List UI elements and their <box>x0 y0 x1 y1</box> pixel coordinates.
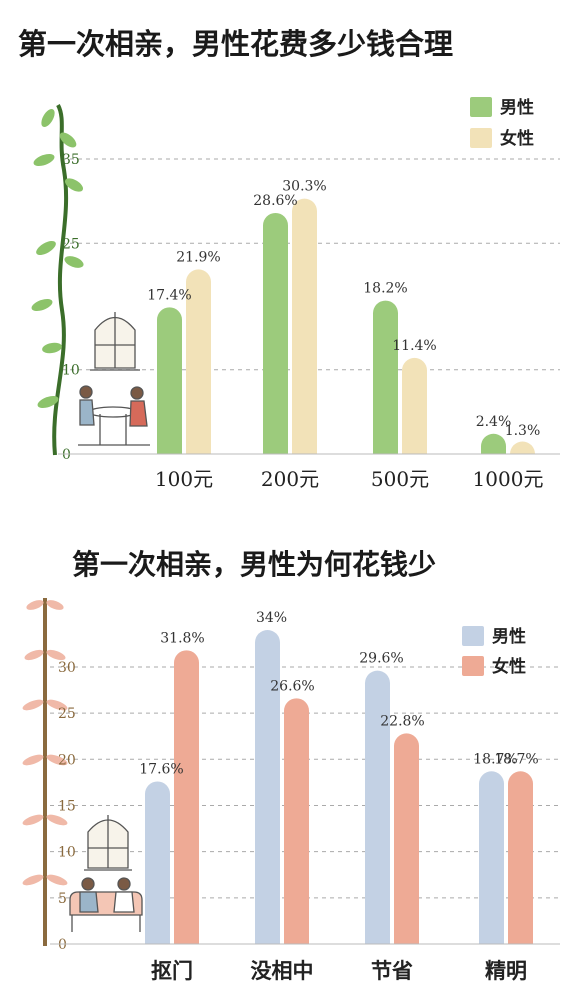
pole-decoration <box>22 598 68 946</box>
data-label: 18.2% <box>363 281 407 297</box>
bar-female <box>292 198 317 454</box>
y-tick-label: 10 <box>58 845 76 861</box>
couple-dining-illustration <box>78 312 150 446</box>
y-tick-label: 25 <box>62 236 80 252</box>
data-label: 28.6% <box>253 193 297 209</box>
category-label: 精明 <box>485 959 527 983</box>
data-label: 29.6% <box>359 651 403 667</box>
chart1-value-labels: 17.4% 21.9% 28.6%30.3% 18.2% 11.4% 2.4%1.3% <box>147 179 540 439</box>
data-label: 1.3% <box>505 423 541 439</box>
y-tick-label: 10 <box>62 363 80 379</box>
y-tick-label: 15 <box>58 798 76 814</box>
data-label: 22.8% <box>380 713 424 729</box>
category-label: 抠门 <box>151 959 193 983</box>
chart1-bars <box>157 198 535 454</box>
category-label: 500元 <box>371 467 429 491</box>
category-label: 200元 <box>261 467 319 491</box>
chart2-legend-swatch-male <box>462 626 484 646</box>
bar-male <box>145 781 170 944</box>
data-label: 34% <box>256 610 287 626</box>
category-label: 没相中 <box>251 959 314 983</box>
y-tick-label: 20 <box>58 752 76 768</box>
chart1-y-tick-labels: 0 10 25 35 <box>62 152 80 463</box>
chart2-title: 第一次相亲，男性为何花钱少 <box>72 548 436 581</box>
bar-female <box>510 441 535 454</box>
bar-female <box>508 771 533 944</box>
chart1-legend-male: 男性 <box>500 97 534 118</box>
data-label: 11.4% <box>392 338 436 354</box>
bar-male <box>373 300 398 454</box>
data-label: 26.6% <box>270 678 314 694</box>
y-tick-label: 5 <box>58 891 67 907</box>
bar-female <box>402 357 427 454</box>
chart2-y-tick-labels: 0 5 10 15 20 25 30 <box>58 660 76 953</box>
y-tick-label: 30 <box>58 660 76 676</box>
data-label: 30.3% <box>282 179 326 195</box>
chart1-legend-swatch-female <box>470 128 492 148</box>
bar-female <box>284 698 309 944</box>
bar-male <box>365 670 390 944</box>
category-label: 100元 <box>155 467 213 491</box>
y-tick-label: 35 <box>62 152 80 168</box>
couple-sofa-illustration <box>69 815 143 932</box>
bar-female <box>186 269 211 454</box>
chart2-value-labels: 17.6% 31.8% 34% 26.6% 29.6% 22.8% 18.7%18.7% <box>139 610 538 777</box>
chart1-category-labels: 100元 200元 500元 1000元 <box>155 467 544 491</box>
data-label: 2.4% <box>476 414 512 430</box>
bar-male <box>481 433 506 454</box>
data-label: 17.6% <box>139 761 183 777</box>
chart1-title: 第一次相亲，男性花费多少钱合理 <box>18 27 453 61</box>
y-tick-label: 25 <box>58 706 76 722</box>
bar-female <box>174 650 199 944</box>
category-label: 1000元 <box>473 467 544 491</box>
chart2-legend-female: 女性 <box>492 656 526 677</box>
chart1-legend-swatch-male <box>470 97 492 117</box>
y-tick-label: 0 <box>58 937 67 953</box>
data-label: 21.9% <box>176 249 220 265</box>
bar-female <box>394 733 419 944</box>
chart2-legend-male: 男性 <box>492 626 526 647</box>
chart2-legend-swatch-female <box>462 656 484 676</box>
data-label: 18.7% <box>494 751 538 767</box>
bar-male <box>255 630 280 944</box>
data-label: 17.4% <box>147 287 191 303</box>
bar-male <box>157 307 182 454</box>
chart1-legend: 男性 女性 <box>470 97 534 149</box>
vine-decoration <box>31 104 84 456</box>
data-label: 18.7% <box>473 751 517 767</box>
y-tick-label: 0 <box>62 447 71 463</box>
data-label: 31.8% <box>160 630 204 646</box>
bar-male <box>263 212 288 454</box>
category-label: 节省 <box>371 959 413 983</box>
chart1-legend-female: 女性 <box>500 128 534 149</box>
chart2-legend: 男性 女性 <box>462 626 526 677</box>
chart2-bars <box>145 630 533 944</box>
bar-male <box>479 771 504 944</box>
chart2-category-labels: 抠门 没相中 节省 精明 <box>151 959 527 983</box>
